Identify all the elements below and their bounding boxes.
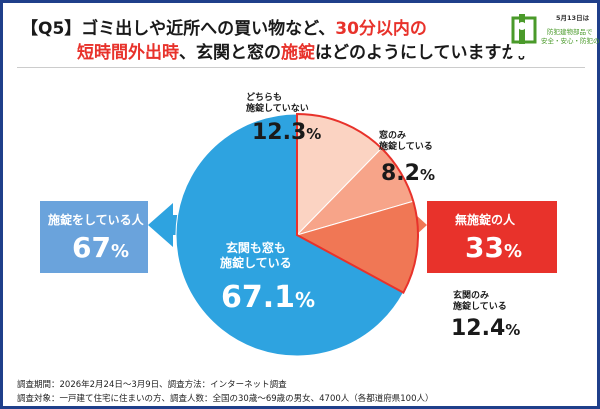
question-title: 【Q5】ゴミ出しや近所への買い物など、30分以内の 短時間外出時、玄関と窓の施錠… <box>21 17 535 63</box>
slice-label-neither: どちらも 施錠していない <box>246 93 309 114</box>
survey-target: 調査対象：一戸建て住宅に住まいの方、調査人数：全国の30歳～69歳の男女、470… <box>17 394 434 404</box>
slice-value-door-only: 12.4% <box>451 316 521 341</box>
unlocked-summary-box: 無施錠の人 33% <box>427 201 557 273</box>
logo-line2: 安全・安心・防犯の日 <box>541 37 600 45</box>
infographic-frame: 【Q5】ゴミ出しや近所への買い物など、30分以内の 短時間外出時、玄関と窓の施錠… <box>3 3 600 406</box>
logo-mark-icon <box>511 12 595 56</box>
locked-value: 67% <box>72 231 130 264</box>
title-end: はどのようにしていますか。 <box>315 43 536 63</box>
unlocked-label: 無施錠の人 <box>455 213 516 227</box>
slice-label-both: 玄関も窓も 施錠している <box>220 241 292 270</box>
campaign-logo: 5月13日は 防犯建物部品で 安全・安心・防犯の日 <box>511 12 600 56</box>
title-red-phrase: 短時間外出時 <box>77 43 179 63</box>
logo-date: 5月13日は <box>556 14 590 22</box>
left-arrow-icon <box>148 203 203 247</box>
title-mid: 、玄関と窓の <box>179 43 281 63</box>
slice-value-window-only: 8.2% <box>381 161 436 186</box>
survey-period: 調査期間：2026年2月24日～3月9日、調査方法：インターネット調査 <box>17 380 287 390</box>
title-divider <box>17 67 585 68</box>
pie-slice-both <box>175 113 405 357</box>
unlocked-value: 33% <box>465 231 523 264</box>
title-line2: 短時間外出時、玄関と窓の施錠はどのようにしていますか。 <box>77 41 535 65</box>
slice-value-neither: 12.3% <box>252 120 322 145</box>
title-red-word: 施錠 <box>281 43 315 63</box>
slice-label-window-only: 窓のみ 施錠している <box>379 131 433 152</box>
logo-line1: 防犯建物部品で <box>547 28 593 36</box>
locked-label: 施錠をしている人 <box>48 213 144 227</box>
slice-label-door-only: 玄関のみ 施錠している <box>453 291 507 312</box>
title-highlight: 30分以内の <box>335 19 427 39</box>
locked-summary-box: 施錠をしている人 67% <box>40 201 148 273</box>
unlocked-outline <box>296 112 419 294</box>
pie-chart <box>148 112 427 357</box>
title-prefix: 【Q5】ゴミ出しや近所への買い物など、 <box>21 19 336 39</box>
slice-value-both: 67.1% <box>221 280 316 315</box>
